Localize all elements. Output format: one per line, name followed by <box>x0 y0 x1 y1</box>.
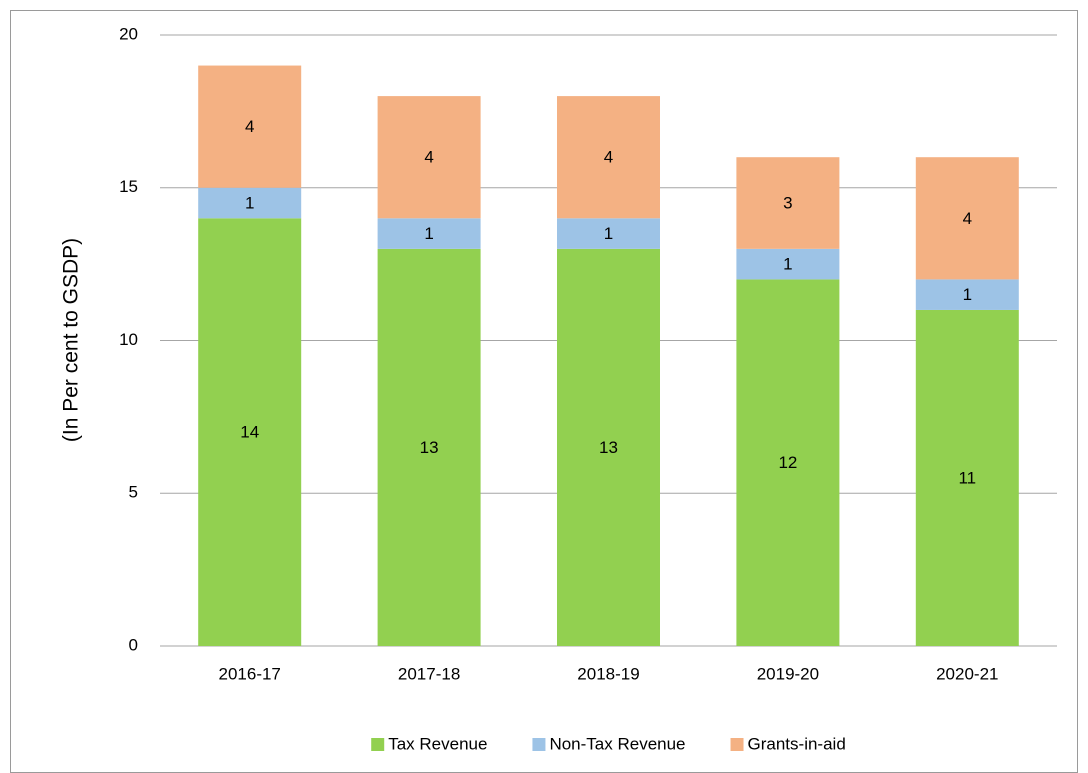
y-axis-label: (In Per cent to GSDP) <box>60 238 83 442</box>
x-tick-label: 2020-21 <box>936 664 998 683</box>
bar-segment <box>915 309 1019 646</box>
y-tick-label: 20 <box>119 24 138 43</box>
data-label: 3 <box>783 194 792 213</box>
x-tick-label: 2017-18 <box>398 664 460 683</box>
bar-segment <box>915 279 1019 310</box>
data-label: 11 <box>958 468 976 487</box>
y-tick-label: 15 <box>119 177 138 196</box>
data-label: 12 <box>778 453 797 472</box>
data-label: 4 <box>424 148 433 167</box>
bar-segment <box>198 187 302 219</box>
data-label: 1 <box>963 285 972 304</box>
y-tick-label: 0 <box>129 635 138 654</box>
bar-segment <box>915 157 1019 280</box>
bar-segment <box>557 96 660 219</box>
data-label: 4 <box>963 209 972 228</box>
bar-segment <box>736 157 840 249</box>
bar-segment <box>377 248 481 646</box>
data-label: 1 <box>245 194 254 213</box>
legend-label: Tax Revenue <box>388 734 487 753</box>
x-tick-label: 2019-20 <box>757 664 819 683</box>
data-label: 1 <box>424 224 433 243</box>
bar-segment <box>557 218 660 249</box>
legend-swatch <box>371 738 385 751</box>
legend-label: Grants-in-aid <box>748 734 846 753</box>
data-label: 13 <box>420 438 439 457</box>
bar-segment <box>736 248 840 280</box>
data-label: 1 <box>783 255 792 274</box>
x-tick-label: 2016-17 <box>219 664 281 683</box>
data-label: 4 <box>604 148 613 167</box>
bar-segment <box>377 96 481 219</box>
data-label: 4 <box>245 117 254 136</box>
bar-segment <box>377 218 481 249</box>
legend-label: Non-Tax Revenue <box>549 734 685 753</box>
data-label: 13 <box>599 438 618 457</box>
x-tick-label: 2018-19 <box>577 664 639 683</box>
bar-segment <box>198 218 302 647</box>
bar-segment <box>198 65 302 188</box>
data-label: 1 <box>604 224 613 243</box>
legend-swatch <box>730 738 744 751</box>
legend-swatch <box>532 738 546 751</box>
data-label: 14 <box>240 423 259 442</box>
bar-segment <box>557 248 660 646</box>
y-tick-label: 5 <box>129 483 138 502</box>
y-tick-label: 10 <box>119 330 138 349</box>
bar-segment <box>736 279 840 646</box>
